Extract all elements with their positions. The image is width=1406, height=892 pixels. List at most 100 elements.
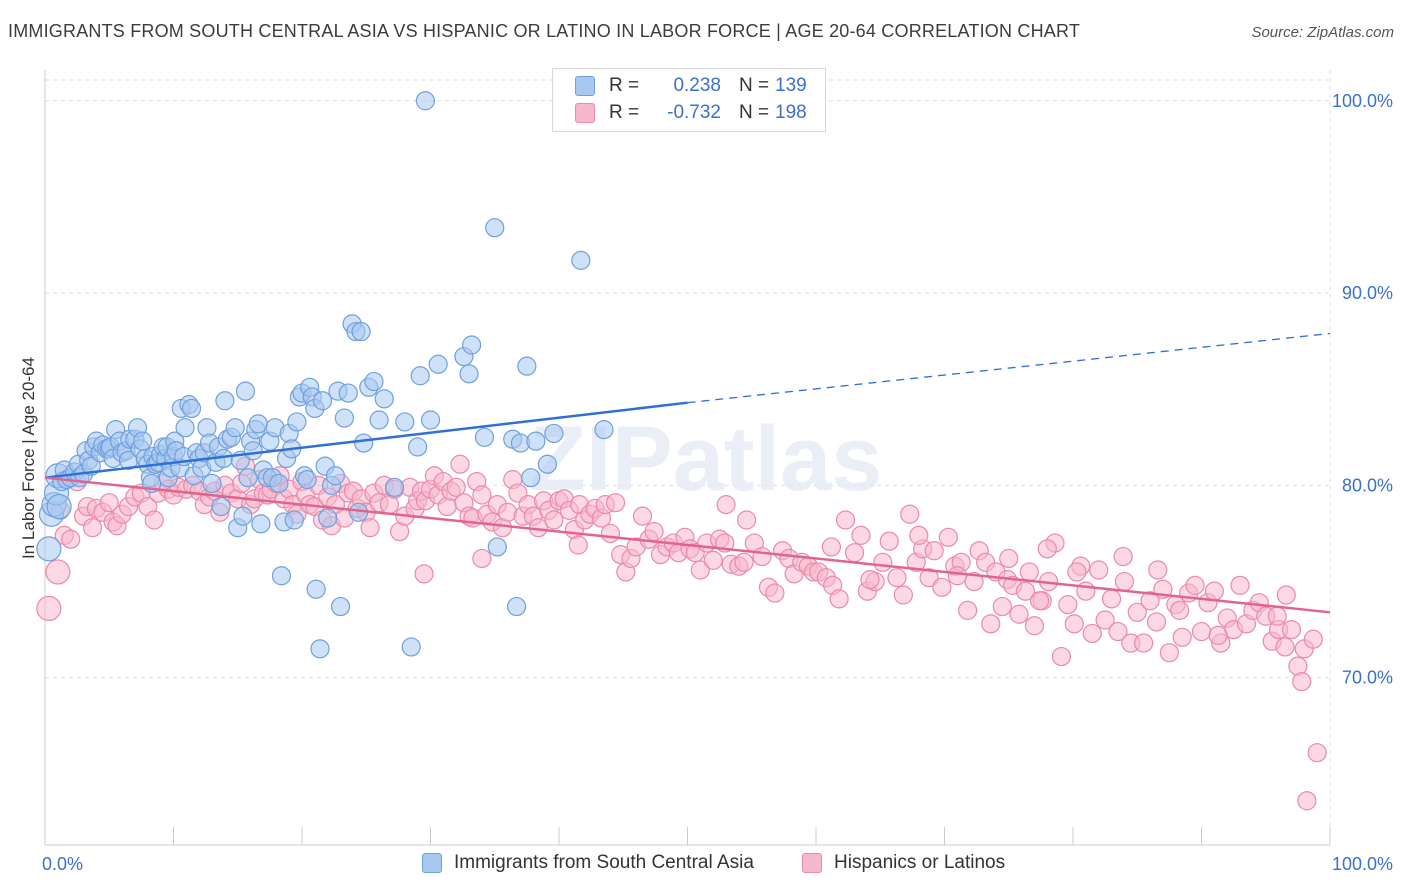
pink-point bbox=[909, 525, 929, 545]
blue-point bbox=[310, 639, 330, 659]
n-value-blue: 139 bbox=[775, 75, 807, 96]
n-label: N = bbox=[739, 75, 770, 96]
pink-point bbox=[1170, 600, 1190, 620]
blue-point bbox=[248, 414, 268, 434]
blue-point bbox=[202, 473, 222, 494]
pink-point bbox=[472, 485, 492, 505]
blue-point bbox=[459, 364, 479, 384]
pink-swatch bbox=[575, 103, 595, 123]
pink-point bbox=[61, 529, 81, 549]
pink-point bbox=[835, 510, 856, 530]
pink-point bbox=[632, 506, 653, 526]
pink-point bbox=[472, 548, 492, 569]
pink-point bbox=[716, 495, 736, 515]
pink-point bbox=[414, 564, 434, 584]
watermark: ZIPatlas bbox=[530, 408, 883, 510]
pink-point bbox=[1067, 562, 1087, 582]
pink-point bbox=[1146, 612, 1167, 632]
legend-row-pink: R = -0.732 N = 198 bbox=[575, 100, 807, 126]
blue-point bbox=[338, 383, 358, 403]
blue-point bbox=[334, 408, 355, 428]
pink-point bbox=[36, 595, 62, 622]
pink-point bbox=[900, 504, 920, 524]
y-tick-label: 90.0% bbox=[1342, 283, 1393, 303]
pink-point bbox=[765, 583, 785, 603]
r-value-pink: -0.732 bbox=[667, 102, 721, 123]
pink-point bbox=[958, 600, 978, 620]
blue-point bbox=[318, 508, 338, 528]
n-label: N = bbox=[739, 102, 770, 123]
blue-point bbox=[215, 391, 235, 411]
trend-line-blue-extension bbox=[687, 332, 1331, 404]
y-tick-label: 80.0% bbox=[1342, 475, 1393, 495]
blue-point bbox=[485, 218, 505, 238]
n-value-pink: 198 bbox=[775, 102, 807, 123]
correlation-legend: R = 0.238 N = 139 R = -0.732 N = 198 bbox=[552, 68, 826, 132]
pink-point bbox=[1095, 610, 1115, 630]
pink-point bbox=[1140, 591, 1160, 611]
pink-point bbox=[1204, 581, 1224, 601]
pink-point bbox=[703, 550, 723, 570]
pink-point bbox=[144, 510, 164, 530]
pink-point bbox=[1159, 643, 1179, 663]
pink-point bbox=[829, 589, 849, 609]
source-label: Source: ZipAtlas.com bbox=[1251, 24, 1394, 41]
pink-point bbox=[1037, 539, 1057, 559]
y-tick-label: 70.0% bbox=[1342, 668, 1393, 688]
blue-point bbox=[517, 356, 537, 376]
pink-point bbox=[1275, 637, 1295, 657]
blue-point bbox=[284, 510, 304, 530]
pink-point bbox=[924, 541, 944, 561]
pink-point bbox=[45, 559, 71, 585]
blue-point bbox=[251, 514, 271, 534]
pink-point bbox=[360, 518, 380, 538]
legend-row-blue: R = 0.238 N = 139 bbox=[575, 73, 807, 99]
pink-point bbox=[1019, 562, 1039, 582]
legend-label: Hispanics or Latinos bbox=[834, 852, 1006, 873]
blue-point bbox=[297, 470, 317, 490]
blue-point bbox=[269, 473, 289, 494]
pink-point bbox=[1113, 546, 1133, 567]
blue-point bbox=[351, 321, 371, 342]
blue-point bbox=[181, 398, 202, 419]
trend-lines bbox=[44, 332, 1331, 614]
pink-point bbox=[893, 585, 913, 605]
blue-point bbox=[325, 466, 346, 486]
x-tick-label: 100.0% bbox=[1332, 854, 1393, 874]
trend-line-pink bbox=[44, 476, 1331, 614]
blue-point bbox=[526, 431, 546, 451]
pink-point bbox=[938, 527, 958, 547]
pink-point bbox=[544, 510, 564, 530]
blue-points bbox=[36, 91, 614, 659]
blue-point bbox=[474, 427, 495, 447]
pink-point bbox=[1058, 595, 1078, 615]
blue-point bbox=[408, 437, 428, 457]
pink-point bbox=[1297, 791, 1317, 811]
blue-point bbox=[462, 335, 482, 355]
r-value-blue: 0.238 bbox=[673, 75, 721, 96]
pink-point bbox=[981, 614, 1001, 634]
series-legend: Immigrants from South Central Asia Hispa… bbox=[0, 852, 1406, 878]
pink-point bbox=[1127, 602, 1147, 622]
blue-swatch bbox=[575, 76, 595, 96]
pink-point bbox=[1292, 671, 1312, 692]
blue-point bbox=[571, 250, 591, 270]
tick-labels: 70.0% 80.0% 90.0% 100.0% 0.0% 100.0% bbox=[42, 91, 1393, 874]
blue-swatch bbox=[422, 853, 442, 873]
pink-point bbox=[1230, 575, 1250, 595]
blue-point bbox=[544, 423, 564, 444]
blue-point bbox=[487, 537, 507, 557]
blue-point bbox=[312, 391, 333, 411]
pink-point bbox=[690, 560, 710, 580]
trend-line-blue bbox=[44, 401, 688, 479]
pink-point bbox=[947, 566, 967, 586]
blue-point bbox=[235, 381, 256, 401]
pink-point bbox=[99, 493, 119, 513]
blue-point bbox=[306, 579, 326, 599]
pink-point bbox=[1009, 604, 1029, 624]
blue-point bbox=[46, 493, 72, 520]
pink-point bbox=[737, 510, 757, 530]
blue-point bbox=[420, 410, 441, 430]
blue-point bbox=[175, 418, 195, 438]
blue-point bbox=[133, 431, 153, 451]
